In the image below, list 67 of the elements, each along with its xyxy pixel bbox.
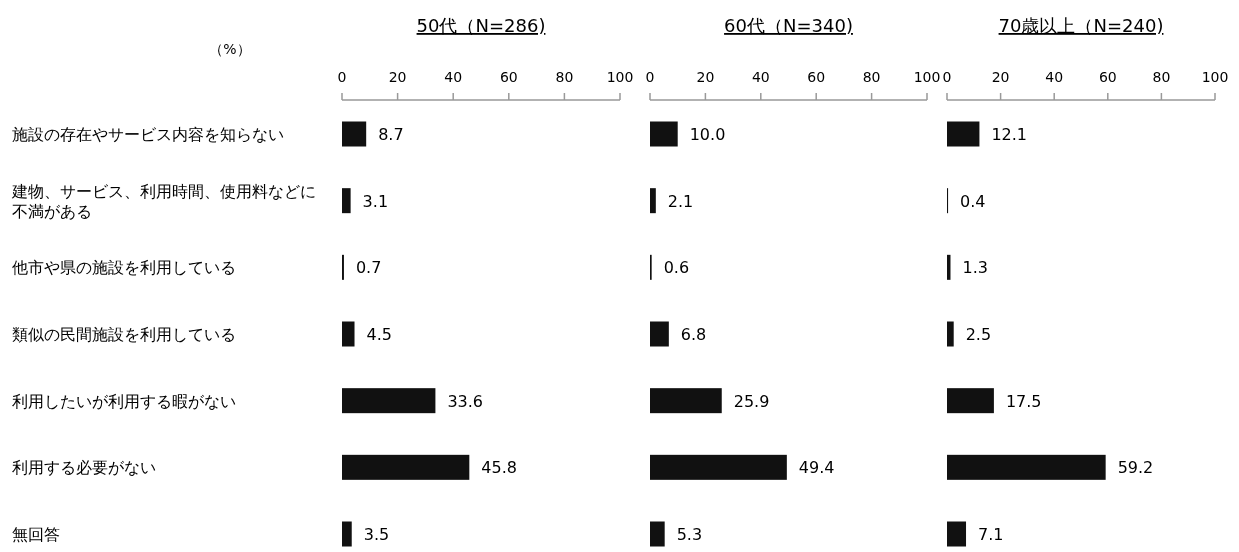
data-label: 7.1 bbox=[978, 525, 1004, 544]
x-tick-label: 100 bbox=[913, 69, 941, 85]
data-label: 45.8 bbox=[481, 458, 517, 478]
bar bbox=[947, 388, 994, 414]
bar bbox=[342, 521, 352, 547]
data-label: 3.1 bbox=[362, 191, 389, 211]
y-tick-label: 無回答 bbox=[12, 525, 60, 544]
bar bbox=[947, 454, 1106, 480]
bar bbox=[342, 388, 436, 414]
bar bbox=[650, 121, 678, 147]
bar bbox=[947, 121, 980, 147]
x-tick-label: 0 bbox=[337, 69, 347, 85]
data-label: 6.8 bbox=[680, 325, 707, 344]
x-tick-label: 100 bbox=[1201, 69, 1229, 85]
x-tick-label: 60 bbox=[499, 69, 518, 85]
x-tick-label: 40 bbox=[751, 69, 770, 85]
bar bbox=[342, 188, 351, 214]
data-label: 2.1 bbox=[667, 191, 694, 211]
data-label: 33.6 bbox=[447, 391, 484, 411]
bar bbox=[947, 521, 967, 547]
y-tick-label: 施設の存在やサービス内容を知らない bbox=[12, 125, 284, 144]
y-tick-label: 建物、サービス、利用時間、使用料などに不満がある bbox=[11, 181, 316, 221]
x-tick-label: 60 bbox=[1098, 69, 1117, 85]
data-label: 0.6 bbox=[663, 258, 690, 278]
bar bbox=[650, 188, 656, 214]
x-tick-label: 100 bbox=[606, 69, 634, 85]
data-label: 25.9 bbox=[733, 391, 770, 411]
x-tick-label: 0 bbox=[645, 69, 655, 85]
data-label: 10.0 bbox=[689, 125, 726, 144]
data-label: 49.4 bbox=[798, 458, 835, 478]
data-label: 5.3 bbox=[676, 525, 703, 544]
chart-title: 70歳以上（N=240) bbox=[998, 15, 1164, 36]
x-tick-label: 0 bbox=[942, 69, 952, 85]
bar bbox=[342, 121, 367, 147]
data-label: 8.7 bbox=[378, 125, 404, 144]
bar bbox=[650, 521, 665, 547]
x-tick-label: 60 bbox=[807, 69, 826, 85]
bar bbox=[650, 321, 669, 347]
bar bbox=[342, 321, 355, 347]
x-tick-label: 80 bbox=[1152, 69, 1171, 85]
x-tick-label: 80 bbox=[862, 69, 881, 85]
data-label: 59.2 bbox=[1117, 458, 1154, 478]
x-tick-label: 80 bbox=[555, 69, 574, 85]
x-tick-label: 20 bbox=[388, 69, 407, 85]
x-tick-label: 20 bbox=[991, 69, 1010, 85]
data-label: 12.1 bbox=[991, 125, 1028, 144]
y-tick-label: 利用する必要がない bbox=[12, 458, 156, 478]
data-label: 0.7 bbox=[355, 258, 382, 278]
bar bbox=[342, 454, 470, 480]
y-tick-label: 利用したいが利用する暇がない bbox=[12, 391, 236, 411]
data-label: 2.5 bbox=[965, 325, 992, 344]
x-tick-label: 40 bbox=[444, 69, 463, 85]
x-tick-label: 40 bbox=[1045, 69, 1064, 85]
bar bbox=[650, 454, 787, 480]
data-label: 4.5 bbox=[366, 325, 392, 344]
x-tick-label: 20 bbox=[696, 69, 715, 85]
data-label: 3.5 bbox=[363, 525, 390, 544]
x-axis-title: （%） bbox=[209, 41, 251, 57]
bar bbox=[650, 388, 722, 414]
data-label: 1.3 bbox=[962, 258, 988, 278]
data-label: 0.4 bbox=[960, 191, 986, 211]
chart-title: 60代（N=340) bbox=[724, 15, 853, 36]
bar bbox=[947, 321, 954, 347]
data-label: 17.5 bbox=[1005, 391, 1042, 411]
y-tick-label: 類似の民間施設を利用している bbox=[12, 325, 236, 344]
chart-title: 50代（N=286) bbox=[416, 15, 546, 36]
y-tick-label: 他市や県の施設を利用している bbox=[12, 258, 236, 278]
